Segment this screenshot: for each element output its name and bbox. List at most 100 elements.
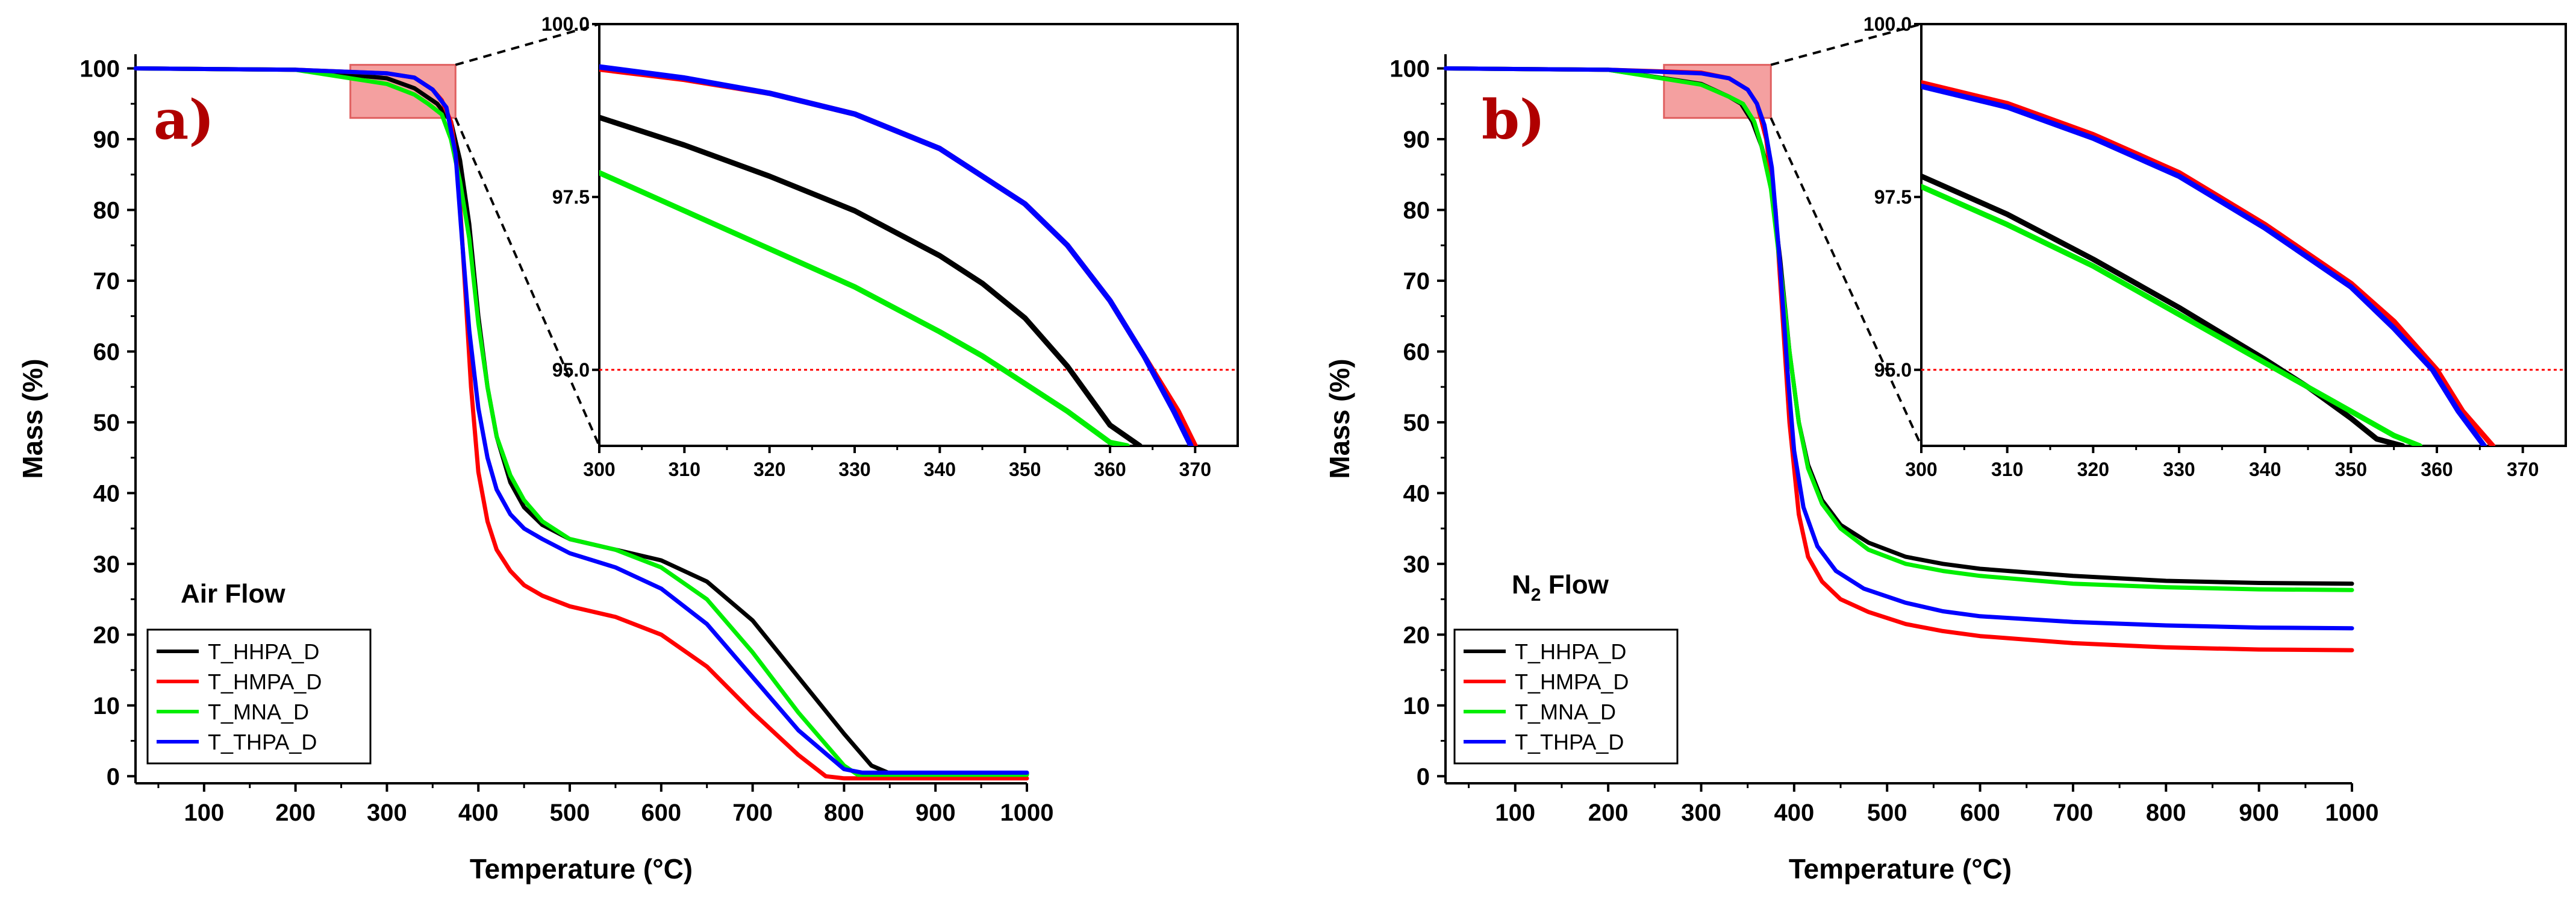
y-tick-label: 30 (93, 551, 120, 578)
y-axis-title: Mass (%) (1324, 359, 1355, 478)
x-tick-label: 200 (1588, 800, 1629, 826)
y-axis-title: Mass (%) (17, 359, 48, 478)
y-tick-label: 10 (1403, 693, 1430, 719)
y-tick-label: 20 (93, 622, 120, 648)
inset-x-tick-label: 300 (583, 459, 615, 480)
inset-x-tick-label: 370 (1179, 459, 1211, 480)
panel-label: b) (1482, 88, 1545, 152)
inset-x-tick-label: 350 (2335, 459, 2367, 480)
inset-y-tick-label: 97.5 (1874, 186, 1912, 208)
y-tick-label: 40 (1403, 480, 1430, 507)
panel-a: 0 10 20 30 40 50 60 70 80 90 100 100 200 300 400 500 600… (17, 23, 1054, 885)
y-tick-label: 10 (93, 693, 120, 719)
y-tick-label: 50 (1403, 410, 1430, 436)
inset-b: 300 310 320 330 340 350 360 370 100.0 97.5 95.0 (1863, 13, 2567, 480)
y-tick-label: 50 (93, 410, 120, 436)
legend-entry: T_HMPA_D (208, 669, 322, 694)
inset-x-tick-label: 310 (1991, 459, 2023, 480)
x-axis-title: Temperature (°C) (1789, 853, 2012, 885)
legend-entry: T_MNA_D (208, 700, 309, 724)
inset-a: 300 310 320 330 340 350 360 370 100.0 97.5 95.0 (541, 13, 1239, 480)
y-tick-label: 90 (93, 127, 120, 153)
x-tick-label: 500 (1867, 800, 1907, 826)
inset-x-tick-label: 350 (1009, 459, 1041, 480)
inset-series-line-t-hhpa-d (599, 114, 1143, 446)
legend-entry: T_MNA_D (1515, 700, 1616, 724)
panel-b: 0 10 20 30 40 50 60 70 80 90 100 100 200 300 400 500 600… (1324, 23, 2379, 885)
series-line-t-mna-d (1443, 66, 2354, 592)
inset-x-tick-label: 320 (753, 459, 785, 480)
x-tick-label: 900 (915, 800, 956, 826)
x-tick-label: 400 (1774, 800, 1814, 826)
x-tick-label: 200 (275, 800, 316, 826)
inset-y-tick-label: 97.5 (552, 186, 590, 208)
zoom-connector-bottom (1770, 117, 1923, 446)
y-tick-label: 0 (107, 763, 120, 790)
inset-x-tick-label: 340 (924, 459, 956, 480)
inset-series-line-t-mna-d (1921, 184, 2422, 446)
inset-x-tick-label: 360 (2421, 459, 2453, 480)
inset-x-tick-label: 370 (2507, 459, 2539, 480)
inset-x-tick-label: 320 (2077, 459, 2109, 480)
y-tick-label: 30 (1403, 551, 1430, 578)
inset-y-tick-label: 95.0 (552, 359, 590, 381)
x-tick-label: 300 (1681, 800, 1721, 826)
inset-frame (598, 23, 1239, 447)
inset-x-tick-label: 340 (2249, 459, 2281, 480)
inset-series-line-t-hhpa-d (1921, 174, 2406, 446)
inset-x-tick-label: 310 (669, 459, 700, 480)
y-tick-label: 40 (93, 480, 120, 507)
zoom-connector-top (1770, 23, 1922, 66)
y-tick-label: 70 (93, 268, 120, 295)
x-tick-label: 400 (458, 800, 499, 826)
y-tick-label: 0 (1417, 763, 1430, 790)
inset-series-line-t-mna-d (599, 170, 1130, 446)
legend-entry: T_HHPA_D (208, 639, 319, 664)
y-tick-label: 100 (1389, 55, 1430, 82)
inset-x-tick-label: 300 (1905, 459, 1937, 480)
y-tick-label: 100 (80, 55, 120, 82)
x-tick-label: 100 (184, 800, 224, 826)
atmosphere-label-main: N (1512, 570, 1531, 600)
zoom-connector-bottom (454, 117, 600, 446)
y-tick-label: 70 (1403, 268, 1430, 295)
series-line-t-thpa-d (133, 66, 1029, 775)
x-tick-label: 900 (2239, 800, 2279, 826)
series-line-t-thpa-d (1443, 66, 2354, 631)
legend: T_HHPA_D T_HMPA_D T_MNA_D T_THPA_D (1453, 628, 1679, 765)
series-line-t-mna-d (133, 66, 1029, 777)
legend-entry: T_HMPA_D (1515, 669, 1629, 694)
y-tick-label: 90 (1403, 127, 1430, 153)
inset-series-line-t-hmpa-d (1921, 80, 2496, 446)
x-tick-label: 800 (2146, 800, 2186, 826)
x-tick-label: 1000 (1000, 800, 1054, 826)
x-axis-title: Temperature (°C) (470, 853, 693, 885)
legend: T_HHPA_D T_HMPA_D T_MNA_D T_THPA_D (146, 628, 372, 765)
series-line-t-hhpa-d (133, 66, 1029, 777)
inset-series-line-t-thpa-d (599, 64, 1194, 446)
legend-entry: T_THPA_D (208, 730, 317, 754)
legend-entry: T_THPA_D (1515, 730, 1624, 754)
y-tick-label: 60 (1403, 339, 1430, 365)
y-tick-label: 20 (1403, 622, 1430, 648)
x-tick-label: 300 (367, 800, 407, 826)
x-tick-label: 700 (2053, 800, 2094, 826)
inset-y-tick-label: 100.0 (541, 13, 590, 35)
x-tick-label: 800 (824, 800, 864, 826)
x-tick-label: 600 (1960, 800, 2000, 826)
inset-y-tick-label: 95.0 (1874, 359, 1912, 381)
legend-entry: T_HHPA_D (1515, 639, 1626, 664)
x-tick-label: 1000 (2325, 800, 2379, 826)
atmosphere-label: N2 Flow (1512, 570, 1609, 605)
inset-x-tick-label: 360 (1094, 459, 1126, 480)
zoom-connector-top (455, 23, 600, 66)
inset-x-tick-label: 330 (2163, 459, 2195, 480)
y-tick-label: 60 (93, 339, 120, 365)
x-tick-label: 100 (1495, 800, 1535, 826)
x-tick-label: 500 (550, 800, 590, 826)
inset-x-tick-label: 330 (838, 459, 870, 480)
inset-frame (1920, 23, 2567, 447)
y-tick-label: 80 (1403, 197, 1430, 224)
x-tick-label: 700 (732, 800, 773, 826)
